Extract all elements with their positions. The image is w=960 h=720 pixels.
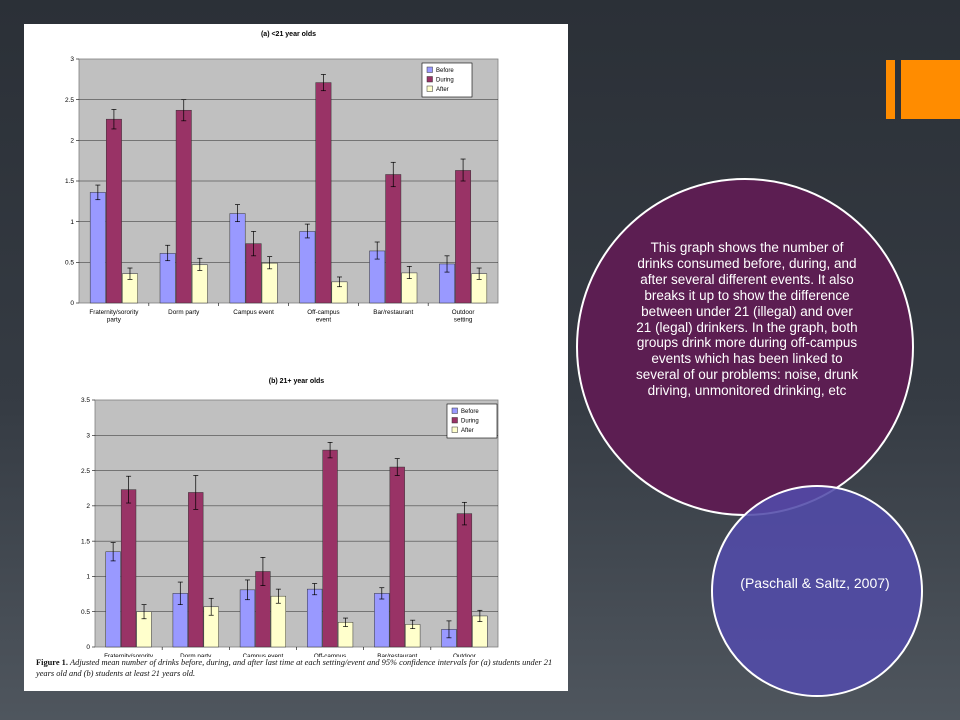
bar	[188, 492, 204, 648]
category-label: Bar/restaurant	[373, 309, 413, 316]
y-tick-label: 3	[70, 56, 74, 63]
y-tick-label: 0.5	[81, 609, 90, 616]
bar	[374, 593, 390, 648]
legend-label: After	[436, 87, 449, 93]
bar	[229, 213, 246, 304]
y-tick-label: 2	[70, 138, 74, 145]
y-tick-label: 0	[70, 300, 74, 307]
y-tick-label: 1.5	[65, 178, 74, 185]
category-label: Dorm party	[168, 309, 200, 316]
bar	[306, 588, 323, 648]
chart-21-plus: (b) 21+ year olds 0 0.5 1 1.5 2 2.5 3 3.5 Fratern…	[81, 378, 499, 657]
plot-area	[94, 399, 499, 648]
legend-label: During	[461, 419, 479, 425]
bar	[299, 231, 316, 304]
bar	[456, 513, 473, 648]
legend-label: Before	[436, 68, 454, 74]
bar	[315, 82, 332, 304]
chart-title: (a) <21 year olds	[261, 31, 316, 38]
bar	[105, 118, 122, 304]
category-label: Campus event	[233, 309, 274, 316]
caption-text: Adjusted mean number of drinks before, d…	[36, 658, 553, 678]
bar	[270, 595, 287, 648]
citation-text: (Paschall & Saltz, 2007)	[740, 575, 890, 591]
y-tick-label: 1.5	[81, 538, 90, 545]
legend-label: After	[461, 428, 474, 434]
legend-swatch	[426, 76, 433, 83]
bar	[322, 449, 338, 648]
bar	[455, 170, 472, 304]
bar	[120, 489, 137, 648]
chart-under-21: (a) <21 year olds 0 0.5 1 1.5 2 2.5 3 Fraternity…	[65, 31, 499, 324]
citation-circle	[711, 485, 923, 697]
y-tick-label: 0	[86, 644, 90, 651]
accent-bar-thin	[886, 60, 895, 119]
description-text: This graph shows the number of drinks co…	[635, 240, 859, 399]
legend-swatch	[426, 66, 433, 73]
bar	[175, 109, 192, 304]
y-tick-label: 1	[86, 574, 90, 581]
legend-swatch	[426, 85, 433, 92]
legend-swatch	[451, 417, 458, 424]
bar	[89, 192, 106, 304]
legend-swatch	[451, 426, 458, 433]
figure-panel: (a) <21 year olds 0 0.5 1 1.5 2 2.5 3 Fraternity…	[24, 24, 568, 691]
y-tick-label: 2.5	[65, 97, 74, 104]
y-tick-label: 1	[70, 219, 74, 226]
figure-caption: Figure 1. Adjusted mean number of drinks…	[36, 657, 556, 679]
bar	[389, 466, 405, 648]
y-tick-label: 2	[86, 503, 90, 510]
bar	[105, 551, 121, 648]
category-label: Bar/restaurant	[377, 653, 417, 657]
category-label: Campus event	[243, 653, 284, 657]
category-label: Dorm party	[180, 653, 212, 657]
legend-label: During	[436, 78, 454, 84]
description-circle	[576, 178, 914, 516]
bar	[385, 174, 402, 304]
legend-label: Before	[461, 409, 479, 415]
chart-title: (b) 21+ year olds	[269, 378, 325, 385]
y-tick-label: 3.5	[81, 397, 90, 404]
y-tick-label: 3	[86, 432, 90, 439]
y-tick-label: 0.5	[65, 260, 74, 267]
y-tick-label: 2.5	[81, 468, 90, 475]
accent-bar-square	[901, 60, 960, 119]
caption-label: Figure 1.	[36, 658, 68, 667]
legend-swatch	[451, 407, 458, 414]
